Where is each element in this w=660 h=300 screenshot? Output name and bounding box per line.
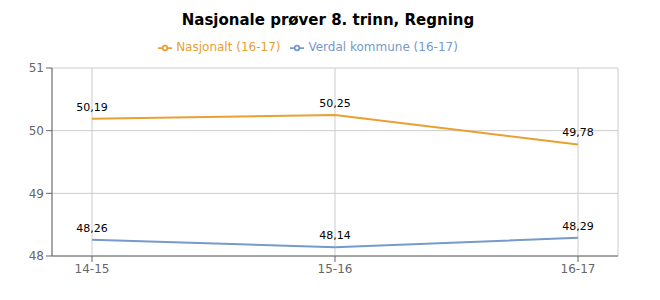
svg-text:50,19: 50,19: [76, 101, 108, 114]
html-text:Verdal kommune (16-17): Verdal kommune (16-17): [308, 40, 458, 54]
svg-text:14-15: 14-15: [75, 262, 110, 276]
svg-text:15-16: 15-16: [318, 262, 353, 276]
svg-text:51: 51: [29, 61, 44, 75]
svg-text:48,14: 48,14: [319, 229, 351, 242]
svg-text:48: 48: [29, 249, 44, 263]
svg-text:50: 50: [29, 124, 44, 138]
html-text:Nasjonalt (16-17): Nasjonalt (16-17): [176, 40, 281, 54]
svg-text:50,25: 50,25: [319, 97, 351, 110]
html-text:Nasjonale prøver 8. trinn, Reg: Nasjonale prøver 8. trinn, Regning: [181, 11, 475, 29]
svg-text:48,26: 48,26: [76, 222, 108, 235]
svg-text:48,29: 48,29: [562, 220, 594, 233]
svg-text:16-17: 16-17: [561, 262, 596, 276]
svg-text:49,78: 49,78: [562, 126, 594, 139]
svg-text:49: 49: [29, 187, 44, 201]
